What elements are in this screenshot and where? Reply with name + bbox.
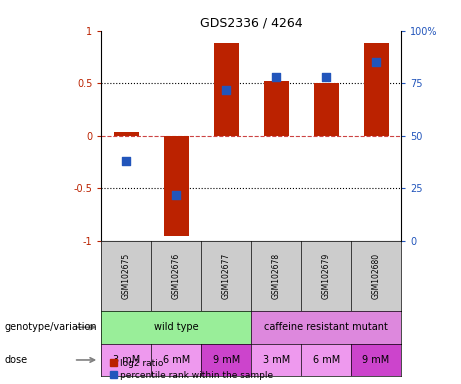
Text: GSM102680: GSM102680 [372,253,381,299]
Text: GSM102677: GSM102677 [222,253,231,299]
Bar [351,344,401,376]
Point [123,158,130,164]
Text: GSM102678: GSM102678 [272,253,281,299]
Point [272,74,280,80]
Bar [364,43,389,136]
Text: 3 mM: 3 mM [263,355,290,365]
Text: 3 mM: 3 mM [113,355,140,365]
Legend: log2 ratio, percentile rank within the sample: log2 ratio, percentile rank within the s… [106,356,277,383]
Point [223,86,230,93]
Text: 6 mM: 6 mM [163,355,190,365]
Text: wild type: wild type [154,322,199,332]
Text: GSM102675: GSM102675 [122,253,131,299]
Bar [264,81,289,136]
Bar [201,344,251,376]
Bar [313,83,339,136]
Point [172,192,180,198]
Bar [214,43,239,136]
Title: GDS2336 / 4264: GDS2336 / 4264 [200,17,302,30]
Bar [101,344,151,376]
Text: 9 mM: 9 mM [362,355,390,365]
Text: dose: dose [5,355,28,365]
Text: genotype/variation: genotype/variation [5,322,97,332]
Text: 9 mM: 9 mM [213,355,240,365]
Bar [251,344,301,376]
Bar [151,344,201,376]
Text: caffeine resistant mutant: caffeine resistant mutant [264,322,388,332]
Bar [301,344,351,376]
Bar [101,311,251,344]
Text: 6 mM: 6 mM [313,355,340,365]
Bar [114,132,139,136]
Bar [251,311,401,344]
Bar [164,136,189,236]
Text: GSM102679: GSM102679 [322,253,331,299]
Point [372,59,380,65]
Text: GSM102676: GSM102676 [172,253,181,299]
Point [322,74,330,80]
